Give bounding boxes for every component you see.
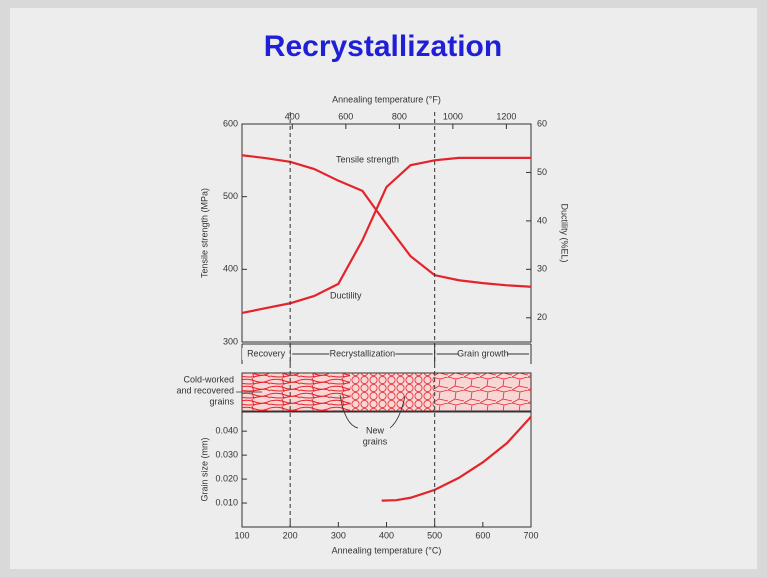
y2-tick-label: 40 (537, 215, 547, 225)
curve-label: Ductility (330, 290, 362, 300)
slide-title: Recrystallization (264, 30, 502, 63)
y-axis-label: Tensile strength (MPa) (199, 188, 209, 278)
y2-tick-label: 20 (537, 312, 547, 322)
x2-tick-label: 800 (392, 111, 407, 121)
y-tick-label: 0.030 (215, 450, 238, 460)
y-tick-label: 0.040 (215, 426, 238, 436)
y-tick-label: 0.020 (215, 473, 238, 483)
x2-tick-label: 1200 (496, 111, 516, 121)
microstructure-label: grains (363, 436, 388, 446)
microstructure-label: and recovered (176, 385, 234, 395)
x-tick-label: 300 (331, 530, 346, 540)
x-tick-label: 400 (379, 530, 394, 540)
curve-label: Tensile strength (336, 154, 399, 164)
y-axis-label: Grain size (mm) (199, 437, 209, 501)
microstructure-label: Cold-worked (183, 374, 234, 384)
y-tick-label: 600 (223, 118, 238, 128)
stage-label: Recrystallization (330, 348, 396, 358)
y-tick-label: 300 (223, 336, 238, 346)
x2-tick-label: 400 (285, 111, 300, 121)
x-tick-label: 100 (234, 530, 249, 540)
slide: Recrystallization 300 400 500 600 Tensile st… (0, 0, 767, 577)
x-tick-label: 200 (283, 530, 298, 540)
stage-label: Recovery (247, 348, 286, 358)
stage-label: Grain growth (457, 348, 509, 358)
y2-axis-label: Ductility (%EL) (560, 203, 570, 262)
x-tick-label: 500 (427, 530, 442, 540)
x-tick-label: 700 (523, 530, 538, 540)
x2-tick-label: 600 (338, 111, 353, 121)
x2-tick-label: 1000 (443, 111, 463, 121)
y2-tick-label: 60 (537, 118, 547, 128)
y-tick-label: 400 (223, 264, 238, 274)
microstructure-label: grains (209, 396, 234, 406)
x-axis-label: Annealing temperature (°C) (332, 545, 442, 555)
slide-background (10, 8, 757, 569)
y-tick-label: 500 (223, 191, 238, 201)
y2-tick-label: 50 (537, 167, 547, 177)
y2-tick-label: 30 (537, 264, 547, 274)
y-tick-label: 0.010 (215, 497, 238, 507)
x-tick-label: 600 (475, 530, 490, 540)
page: {"title": "Recrystallization", "chart_da… (0, 0, 767, 577)
x2-axis-label: Annealing temperature (°F) (332, 94, 441, 104)
microstructure-label: New (366, 425, 385, 435)
